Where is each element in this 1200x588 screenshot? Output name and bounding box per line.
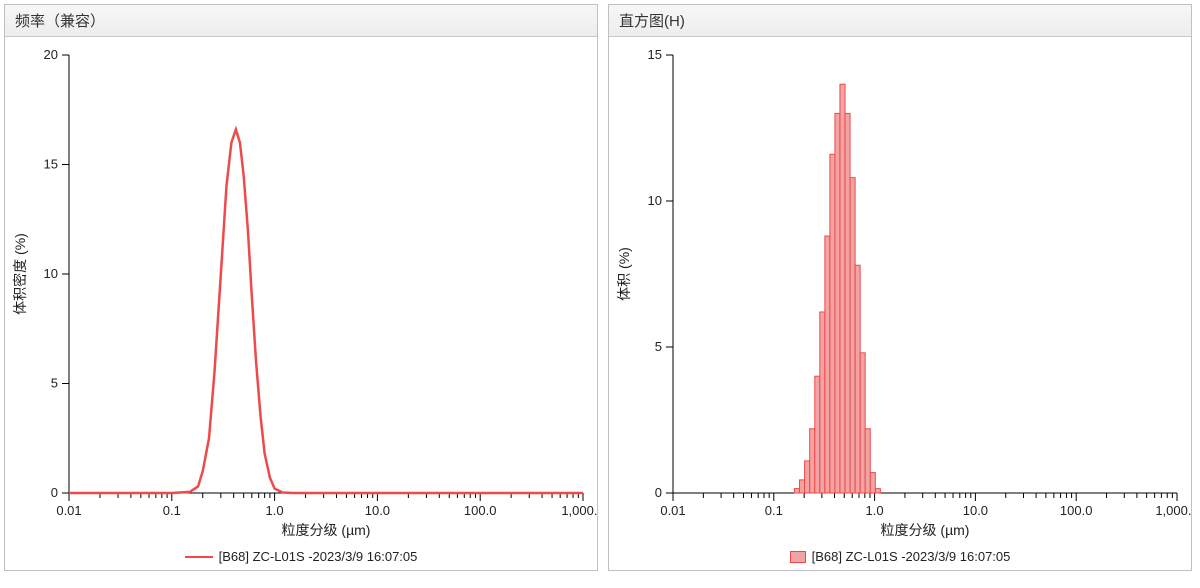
svg-text:0: 0 (51, 485, 58, 500)
frequency-legend-text: [B68] ZC-L01S -2023/3/9 16:07:05 (219, 549, 418, 564)
legend-swatch-icon (790, 551, 806, 563)
frequency-panel: 频率（兼容） 0.01 0.1 1.0 10.0 100.0 1,000.0 粒度分级 (µ… (4, 4, 598, 571)
svg-text:15: 15 (44, 157, 58, 172)
svg-text:0.1: 0.1 (163, 503, 181, 518)
histogram-panel-title: 直方图(H) (609, 5, 1191, 37)
svg-text:体积 (%): 体积 (%) (616, 247, 632, 301)
svg-text:10: 10 (44, 266, 58, 281)
svg-text:粒度分级 (µm): 粒度分级 (µm) (282, 522, 371, 538)
svg-text:1.0: 1.0 (266, 503, 284, 518)
frequency-legend: [B68] ZC-L01S -2023/3/9 16:07:05 (5, 547, 597, 570)
svg-text:5: 5 (51, 376, 58, 391)
svg-text:0: 0 (655, 485, 662, 500)
svg-text:100.0: 100.0 (464, 503, 497, 518)
legend-line-icon (185, 556, 213, 558)
frequency-chart-svg: 0.01 0.1 1.0 10.0 100.0 1,000.0 粒度分级 (µm) 0 5 10 1… (5, 37, 597, 547)
panels-container: 频率（兼容） 0.01 0.1 1.0 10.0 100.0 1,000.0 粒度分级 (µ… (0, 0, 1200, 575)
svg-text:1,000.0: 1,000.0 (1155, 503, 1191, 518)
svg-text:100.0: 100.0 (1060, 503, 1093, 518)
svg-text:10: 10 (648, 193, 662, 208)
svg-text:15: 15 (648, 47, 662, 62)
histogram-legend-text: [B68] ZC-L01S -2023/3/9 16:07:05 (812, 549, 1011, 564)
svg-text:1,000.0: 1,000.0 (561, 503, 597, 518)
svg-text:体积密度 (%): 体积密度 (%) (12, 233, 28, 315)
svg-text:10.0: 10.0 (963, 503, 988, 518)
svg-text:0.01: 0.01 (56, 503, 81, 518)
frequency-panel-title: 频率（兼容） (5, 5, 597, 37)
histogram-chart-svg: 0.01 0.1 1.0 10.0 100.0 1,000.0 粒度分级 (µm) 0 5 10 1… (609, 37, 1191, 547)
svg-text:20: 20 (44, 47, 58, 62)
histogram-panel: 直方图(H) 0.01 0.1 1.0 10.0 100.0 1,000.0 粒度分级 (µ… (608, 4, 1192, 571)
svg-text:粒度分级 (µm): 粒度分级 (µm) (881, 522, 970, 538)
svg-text:10.0: 10.0 (365, 503, 390, 518)
histogram-plot-area: 0.01 0.1 1.0 10.0 100.0 1,000.0 粒度分级 (µm) 0 5 10 1… (609, 37, 1191, 547)
histogram-legend: [B68] ZC-L01S -2023/3/9 16:07:05 (609, 547, 1191, 570)
svg-text:0.01: 0.01 (660, 503, 685, 518)
svg-text:5: 5 (655, 339, 662, 354)
frequency-plot-area: 0.01 0.1 1.0 10.0 100.0 1,000.0 粒度分级 (µm) 0 5 10 1… (5, 37, 597, 547)
svg-text:0.1: 0.1 (765, 503, 783, 518)
svg-text:1.0: 1.0 (866, 503, 884, 518)
